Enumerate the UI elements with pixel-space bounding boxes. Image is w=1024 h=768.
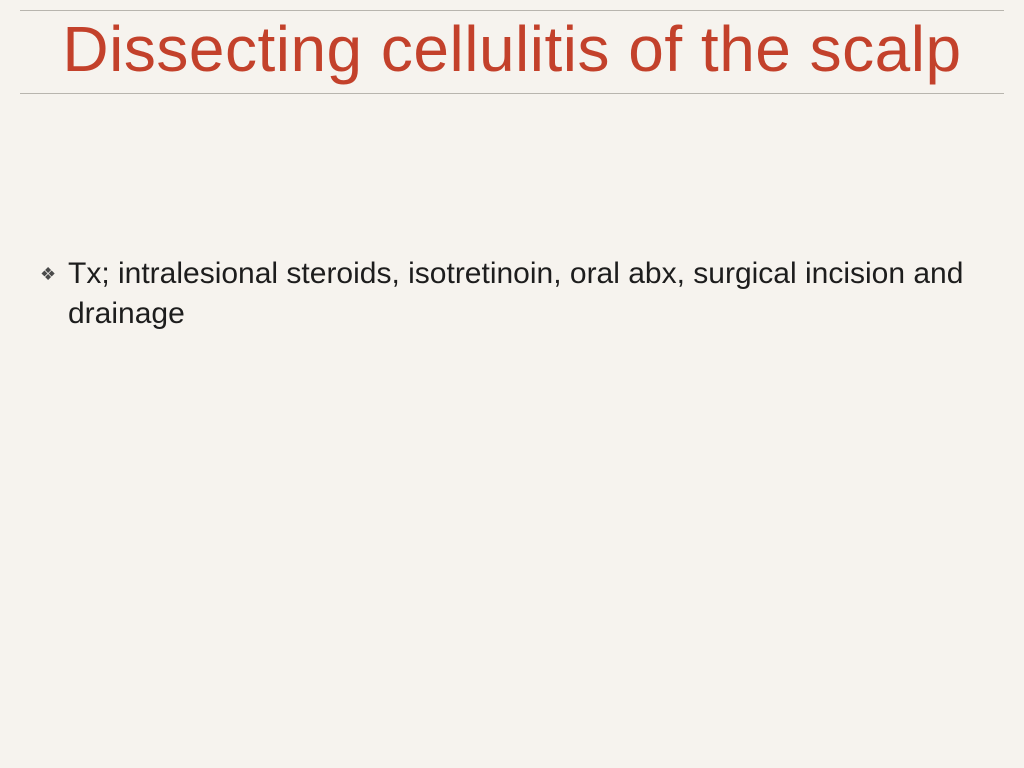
bullet-item: ❖ Tx; intralesional steroids, isotretino… [40, 254, 984, 335]
title-block: Dissecting cellulitis of the scalp [20, 0, 1004, 94]
bullet-text: Tx; intralesional steroids, isotretinoin… [68, 254, 984, 335]
slide-body: ❖ Tx; intralesional steroids, isotretino… [20, 94, 1004, 335]
diamond-bullet-icon: ❖ [40, 254, 68, 292]
slide: Dissecting cellulitis of the scalp ❖ Tx;… [0, 0, 1024, 768]
slide-title: Dissecting cellulitis of the scalp [20, 11, 1004, 93]
